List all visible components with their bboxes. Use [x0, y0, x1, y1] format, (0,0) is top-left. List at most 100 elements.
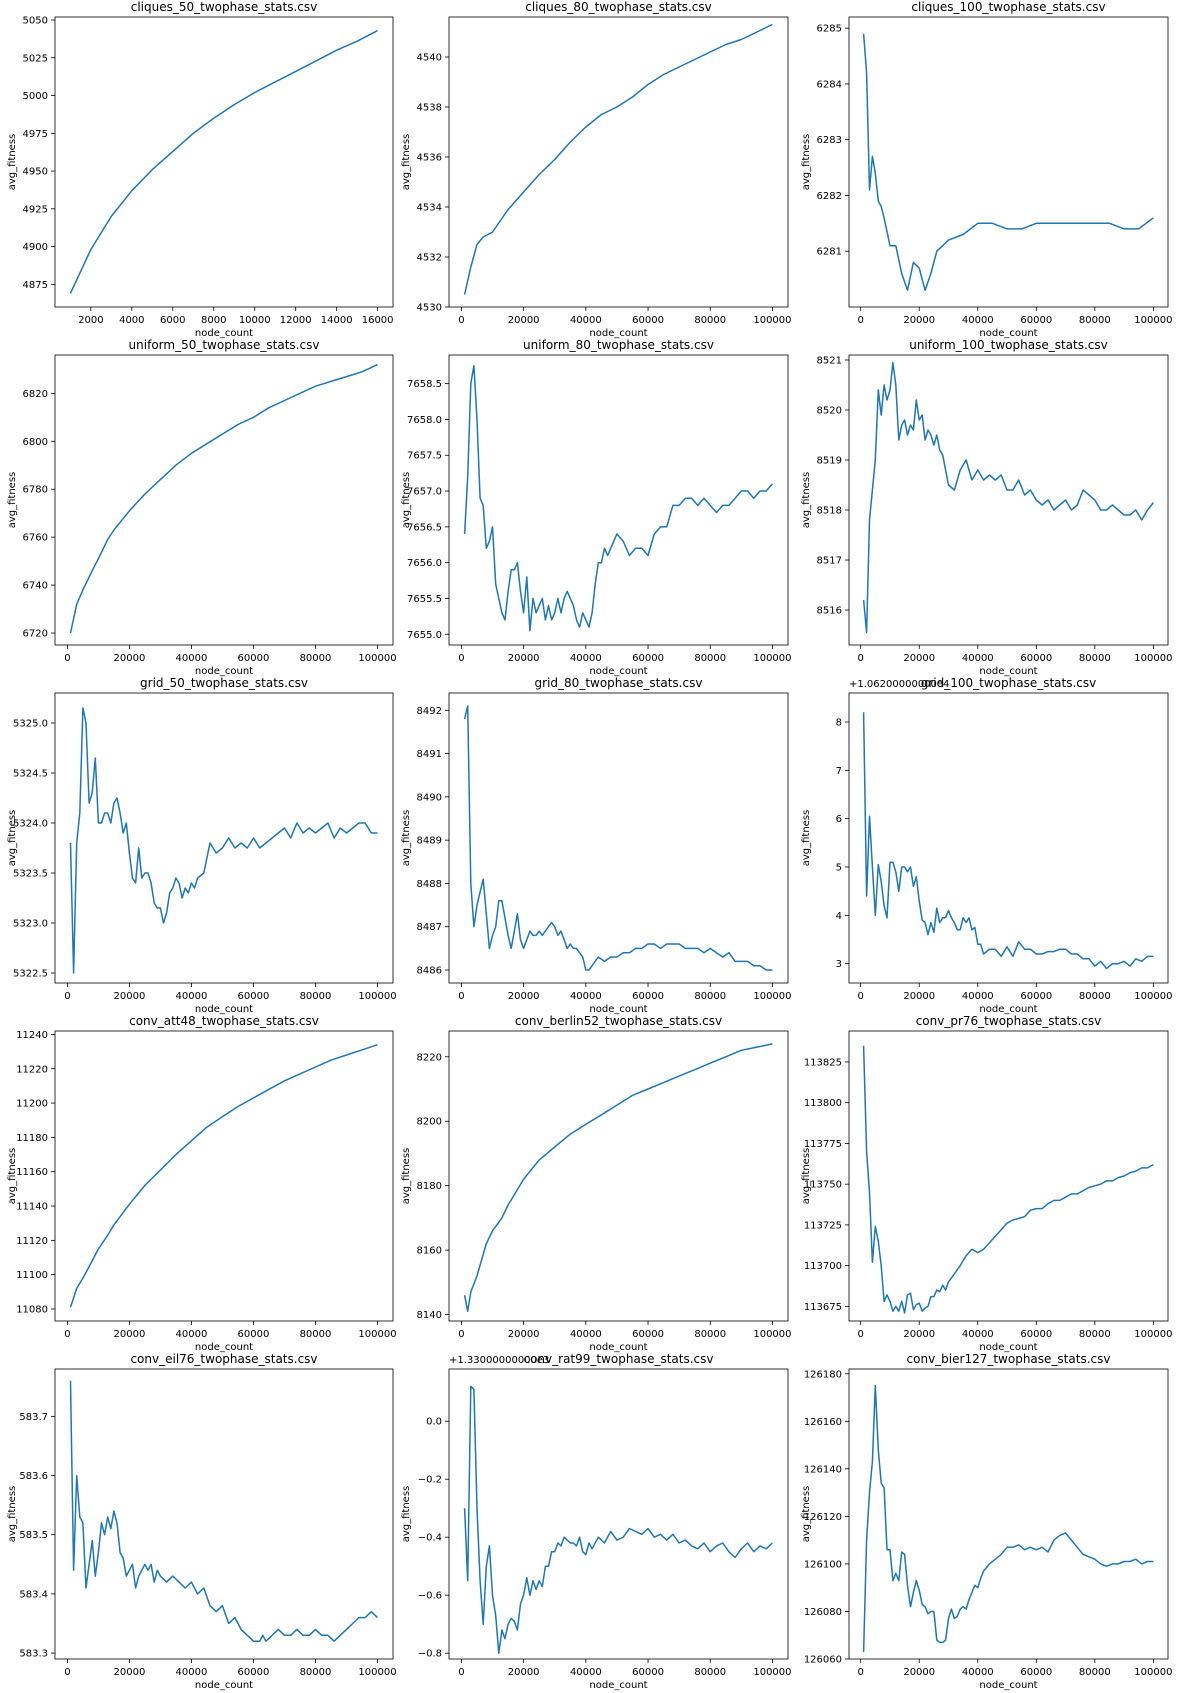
y-tick-label: 5325.0 [13, 719, 48, 730]
series-line [69, 1043, 378, 1308]
chart-panel-2: cliques_80_twophase_stats.csv 0 20000 40000… [401, 0, 792, 339]
x-tick-label: 0 [458, 1667, 464, 1678]
x-tick-label: 20000 [508, 315, 540, 326]
y-tick-label: 8487 [417, 922, 442, 933]
y-axis-label: avg_fitness [401, 810, 412, 867]
series-line [69, 1380, 379, 1642]
y-tick-label: 11140 [16, 1202, 48, 1213]
y-axis-label: avg_fitness [7, 134, 18, 191]
x-axis-label: node_count [589, 1342, 647, 1353]
x-tick-label: 100000 [358, 653, 396, 664]
chart-title: conv_rat99_twophase_stats.csv [523, 1352, 713, 1366]
x-tick-label: 60000 [632, 991, 664, 1002]
y-tick-label: 113775 [804, 1139, 842, 1150]
y-axis-label: avg_fitness [401, 134, 412, 191]
x-tick-label: 6000 [160, 315, 185, 326]
x-tick-label: 80000 [300, 991, 332, 1002]
x-tick-label: 80000 [300, 1329, 332, 1340]
series-line [862, 361, 1154, 634]
y-tick-label: 4 [836, 911, 842, 922]
chart-panel-12: conv_pr76_twophase_stats.csv 0 20000 40000 6… [801, 1014, 1172, 1353]
x-tick-label: 20000 [508, 653, 540, 664]
x-axis-label: node_count [195, 666, 253, 677]
y-tick-label: 8491 [417, 749, 442, 760]
x-tick-label: 80000 [694, 991, 726, 1002]
y-tick-label: 5050 [23, 16, 48, 27]
chart-title: conv_att48_twophase_stats.csv [129, 1014, 319, 1028]
x-tick-label: 40000 [176, 991, 208, 1002]
y-tick-label: 6284 [817, 79, 842, 90]
y-tick-label: 583.3 [19, 1649, 48, 1660]
x-tick-label: 40000 [570, 653, 602, 664]
x-tick-label: 100000 [1134, 315, 1172, 326]
x-tick-label: 16000 [362, 315, 394, 326]
x-axis-label: node_count [589, 1680, 647, 1691]
y-axis-label: avg_fitness [7, 810, 18, 867]
x-tick-label: 20000 [508, 1667, 540, 1678]
y-tick-label: 4925 [23, 204, 48, 215]
y-tick-label: 6740 [23, 581, 48, 592]
x-tick-label: 0 [858, 315, 864, 326]
y-tick-label: 5324.5 [13, 769, 48, 780]
chart-panel-3: cliques_100_twophase_stats.csv 0 20000 4000… [801, 0, 1172, 339]
x-tick-label: 20000 [114, 1667, 146, 1678]
x-tick-label: 100000 [358, 1667, 396, 1678]
y-tick-label: 7657.5 [407, 451, 442, 462]
series-line [463, 364, 773, 632]
x-tick-label: 20000 [114, 653, 146, 664]
x-tick-label: 0 [64, 991, 70, 1002]
y-tick-label: −0.8 [418, 1649, 442, 1660]
chart-panel-5: uniform_80_twophase_stats.csv 0 20000 40000… [401, 338, 792, 677]
x-tick-label: 0 [858, 991, 864, 1002]
x-tick-label: 20000 [903, 1667, 935, 1678]
x-tick-label: 100000 [753, 1329, 791, 1340]
y-tick-label: 5323.5 [13, 869, 48, 880]
y-tick-label: 126160 [804, 1417, 842, 1428]
chart-title: cliques_50_twophase_stats.csv [131, 0, 318, 14]
x-tick-label: 80000 [1079, 1667, 1111, 1678]
y-axis-label: avg_fitness [801, 810, 812, 867]
chart-panel-13: conv_eil76_twophase_stats.csv 0 20000 40000… [7, 1352, 397, 1691]
y-tick-label: 6780 [23, 485, 48, 496]
x-tick-label: 80000 [1079, 315, 1111, 326]
y-tick-label: 6 [836, 814, 842, 825]
y-tick-label: −0.2 [418, 1475, 442, 1486]
x-tick-label: 80000 [694, 1329, 726, 1340]
y-tick-label: 5000 [23, 91, 48, 102]
x-tick-label: 80000 [1079, 653, 1111, 664]
chart-title: grid_50_twophase_stats.csv [140, 676, 308, 690]
y-tick-label: −0.6 [418, 1591, 442, 1602]
y-tick-label: 11200 [16, 1099, 48, 1110]
x-tick-label: 100000 [358, 1329, 396, 1340]
x-tick-label: 40000 [570, 315, 602, 326]
y-tick-label: 126100 [804, 1559, 842, 1570]
plot-frame [54, 1368, 394, 1660]
chart-panel-11: conv_berlin52_twophase_stats.csv 0 20000 40… [401, 1014, 792, 1353]
y-tick-label: 113750 [804, 1180, 842, 1191]
y-tick-label: 7655.0 [407, 630, 442, 641]
y-tick-label: 4900 [23, 242, 48, 253]
x-tick-label: 0 [858, 1667, 864, 1678]
y-tick-label: −0.4 [418, 1533, 442, 1544]
x-tick-label: 60000 [1020, 1667, 1052, 1678]
y-tick-label: 4534 [417, 203, 442, 214]
y-axis-label: avg_fitness [401, 1148, 412, 1205]
x-axis-label: node_count [589, 666, 647, 677]
y-tick-label: 3 [836, 959, 842, 970]
x-tick-label: 100000 [1134, 1667, 1172, 1678]
x-tick-label: 40000 [570, 1667, 602, 1678]
x-tick-label: 0 [458, 991, 464, 1002]
y-tick-label: 8220 [417, 1052, 442, 1063]
y-tick-label: 8 [836, 718, 842, 729]
x-axis-label: node_count [195, 1004, 253, 1015]
y-axis-label: avg_fitness [801, 134, 812, 191]
y-tick-label: 4975 [23, 129, 48, 140]
x-tick-label: 0 [458, 315, 464, 326]
y-tick-label: 4875 [23, 280, 48, 291]
y-tick-label: 8489 [417, 836, 442, 847]
x-tick-label: 100000 [753, 1667, 791, 1678]
x-tick-label: 20000 [508, 991, 540, 1002]
y-tick-label: 8486 [417, 966, 442, 977]
x-tick-label: 20000 [903, 1329, 935, 1340]
